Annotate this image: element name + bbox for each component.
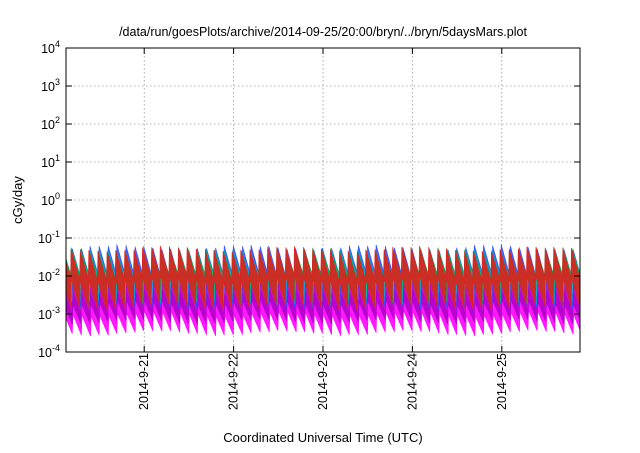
x-tick-label: 2014-9-25 [495,353,509,410]
y-tick-label-base: 10 [41,156,55,170]
x-tick-label: 2014-9-23 [316,353,330,410]
y-tick-label: 101 [41,153,60,170]
y-tick-label-exponent: -1 [52,229,60,239]
y-tick-label-base: 10 [41,118,55,132]
y-tick-label: 100 [41,191,60,208]
x-tick-labels: 2014-9-21 2014-9-22 2014-9-23 2014-9-24 2014… [137,353,509,410]
x-tick-label: 2014-9-21 [137,353,151,410]
x-axis-title: Coordinated Universal Time (UTC) [223,430,422,445]
y-tick-label-base: 10 [41,194,55,208]
x-tick-label: 2014-9-22 [227,353,241,410]
y-tick-label-exponent: -4 [52,343,60,353]
tick-marks [66,47,580,353]
y-tick-label-base: 10 [38,270,52,284]
y-tick-label-base: 10 [41,80,55,94]
y-tick-label: 102 [41,115,60,132]
y-tick-label: 10-1 [38,229,60,246]
x-tick-label: 2014-9-24 [405,353,419,410]
y-tick-label: 104 [41,39,60,56]
y-tick-label: 10-2 [38,267,60,284]
y-tick-label-base: 10 [41,42,55,56]
y-tick-label: 10-3 [38,305,60,322]
chart-title: /data/run/goesPlots/archive/2014-09-25/2… [119,25,527,39]
y-tick-label: 10-4 [38,343,60,360]
y-tick-label: 103 [41,77,60,94]
y-tick-label-exponent: 1 [55,153,60,163]
y-tick-label-exponent: 2 [55,115,60,125]
y-tick-label-exponent: 0 [55,191,60,201]
y-axis-title: cGy/day [10,176,25,224]
y-tick-label-exponent: -2 [52,267,60,277]
y-tick-label-base: 10 [38,308,52,322]
y-tick-label-base: 10 [38,232,52,246]
y-tick-label-exponent: 3 [55,77,60,87]
series-layer [65,244,581,337]
y-tick-label-exponent: -3 [52,305,60,315]
y-tick-label-base: 10 [38,346,52,360]
y-tick-label-exponent: 4 [55,39,60,49]
